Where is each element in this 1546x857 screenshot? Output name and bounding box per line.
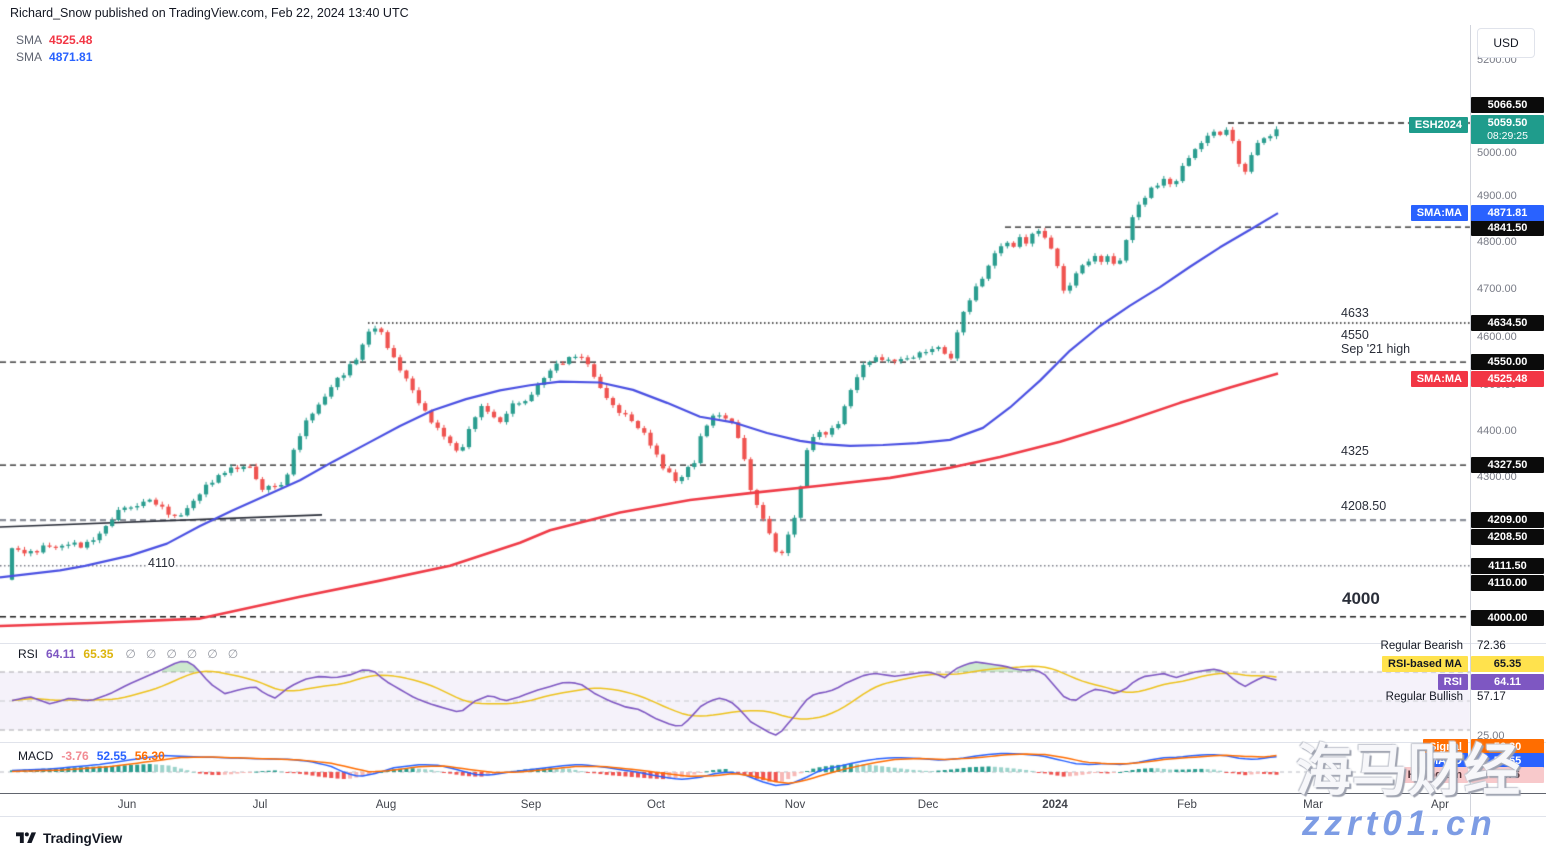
price-tick: 5000.00 [1477,147,1517,159]
sma-legend-row[interactable]: SMA 4871.81 [16,50,92,64]
sma-name-chip: SMA:MA [1410,205,1468,221]
price-tick: 4900.00 [1477,190,1517,202]
rsi-level-name: Regular Bearish [1380,640,1463,652]
price-tick: 4300.00 [1477,471,1517,483]
macd-label: MACD [18,749,54,763]
chart-price-annotation: Sep '21 high [1341,342,1411,356]
time-axis-label: Feb [1177,799,1197,811]
price-tick: 4400.00 [1477,425,1517,437]
rsi-value-chip: 64.11 [1471,674,1544,690]
hidden-icon[interactable]: ∅ [125,647,136,661]
chart-price-annotation: 4110 [148,556,175,570]
publish-caption: Richard_Snow published on TradingView.co… [10,6,409,20]
hidden-icon[interactable]: ∅ [207,647,218,661]
macd-signal-value: 56.30 [134,749,165,763]
price-tick: 4600.00 [1477,331,1517,343]
hidden-icon[interactable]: ∅ [166,647,177,661]
price-axis-border [1470,25,1471,816]
axis-top-border [0,793,1546,794]
sma-label: SMA [16,33,43,47]
price-level-label: 4841.50 [1471,220,1544,236]
price-tick: 4800.00 [1477,236,1517,248]
chart-price-annotation: 4000 [1342,589,1380,608]
price-level-label: 4550.00 [1471,354,1544,370]
chart-price-annotation: 4208.50 [1341,499,1387,513]
price-level-label: 4000.00 [1471,610,1544,626]
chart-price-annotation: 4550 [1341,328,1369,342]
rsi-value: 64.11 [46,647,76,661]
price-level-label: 4111.50 [1471,558,1544,574]
bar-countdown: 08:29:25 [1487,130,1528,142]
sma-label: SMA [16,50,43,64]
time-axis-label: 2024 [1042,799,1068,811]
time-axis-label: Apr [1431,799,1449,811]
macd-hist-value: -3.76 [61,749,89,763]
rsi-name-chip: RSI [1437,674,1468,690]
chart-price-annotation: 4633 [1341,306,1369,320]
macd-value-chip: 56.30 [1471,739,1544,755]
rsi-level-name: Regular Bullish [1385,691,1463,703]
last-price-label: 5059.50 08:29:25 [1471,115,1544,144]
sma-name-chip: SMA:MA [1410,371,1468,387]
price-level-label: 4208.50 [1471,529,1544,545]
time-scale[interactable] [0,794,1470,816]
pane-separator[interactable] [0,643,1546,644]
currency-button[interactable]: USD [1477,28,1535,58]
rsi-legend-row[interactable]: RSI 64.11 65.35 ∅ ∅ ∅ ∅ ∅ ∅ [18,647,238,661]
last-price-value: 5059.50 [1487,117,1528,129]
macd-name-chip: MACD [1423,753,1468,769]
time-axis-label: Dec [917,799,939,811]
axis-bottom-border [0,816,1546,817]
hidden-icon[interactable]: ∅ [145,647,157,661]
time-axis-label: Jun [117,799,137,811]
price-level-label: 4110.00 [1471,575,1544,591]
macd-value: 52.55 [96,749,127,763]
tradingview-logo-icon [16,832,36,843]
sma-legend-row[interactable]: SMA 4525.48 [16,33,92,47]
tradingview-brand: TradingView [43,831,123,846]
hidden-indicator-icons[interactable]: ∅ ∅ ∅ ∅ ∅ ∅ [125,647,238,661]
rsi-ma-value: 65.35 [83,647,114,661]
pane-separator[interactable] [0,742,1546,743]
time-axis-label: Sep [520,799,542,811]
macd-value-chip: 52.55 [1471,753,1544,769]
macd-name-chip: Signal [1422,739,1468,755]
price-level-label: 4209.00 [1471,512,1544,528]
hidden-icon[interactable]: ∅ [227,647,239,661]
time-axis-label: Oct [647,799,665,811]
rsi-level-value: 72.36 [1477,640,1506,652]
watermark-url: zzrt01.cn [1302,804,1497,843]
time-axis-label: Aug [375,799,397,811]
price-level-label: 4634.50 [1471,315,1544,331]
chart-price-annotation: 4325 [1341,444,1369,458]
time-axis-label: Jul [252,799,268,811]
time-axis-label: Mar [1303,799,1323,811]
rsi-label: RSI [18,647,39,661]
sma-value-chip: 4871.81 [1471,205,1544,221]
price-level-label: 4327.50 [1471,457,1544,473]
rsi-value-chip: 65.35 [1471,656,1544,672]
price-level-label: 5066.50 [1471,97,1544,113]
rsi-level-value: 57.17 [1477,691,1506,703]
sma-value: 4871.81 [49,50,93,64]
tradingview-link[interactable]: TradingView [16,830,122,847]
macd-legend-row[interactable]: MACD -3.76 52.55 56.30 [18,749,165,763]
macd-name-chip: Histogram [1401,767,1468,783]
hidden-icon[interactable]: ∅ [186,647,198,661]
watermark-text: 海马财经 [1296,739,1520,802]
time-axis-label: Nov [784,799,806,811]
symbol-chip: ESH2024 [1408,117,1468,133]
sma-value: 4525.48 [49,33,93,47]
macd-value-chip: -3.76 [1471,767,1544,783]
sma-value-chip: 4525.48 [1471,371,1544,387]
rsi-name-chip: RSI-based MA [1382,656,1468,672]
price-tick: 4700.00 [1477,283,1517,295]
